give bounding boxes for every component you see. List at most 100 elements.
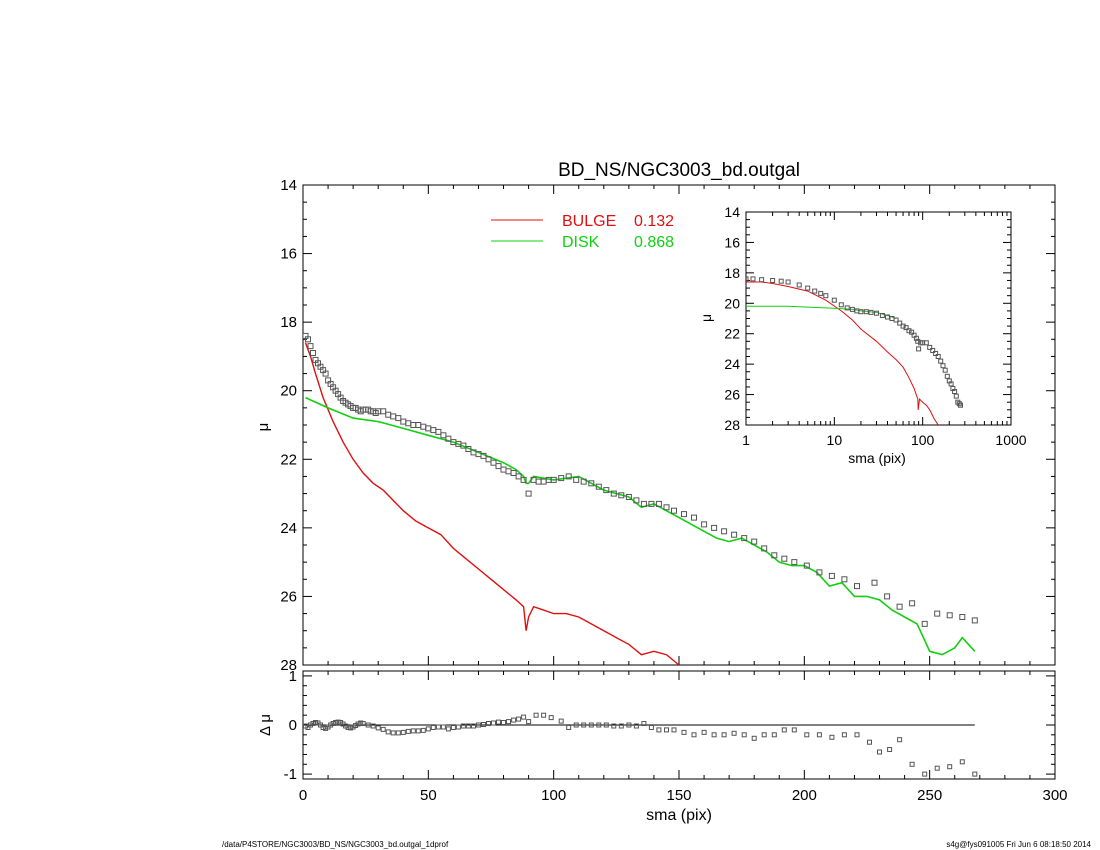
main-data-point (305, 336, 311, 343)
main-data-point (395, 415, 402, 422)
inset-data-point (948, 381, 954, 387)
residual-data-point (751, 735, 757, 741)
inset-panel: 1 10 100 1000 14 16 18 20 22 24 26 28 μ sma (pix) (698, 204, 1027, 487)
residual-data-point (415, 728, 421, 734)
inset-series-bulge-line (746, 281, 939, 425)
residual-data-point (721, 732, 727, 738)
residual-data-point (385, 729, 391, 735)
inset-data-point (953, 393, 959, 399)
main-data-point (550, 476, 557, 483)
inset-xlabel: sma (pix) (848, 450, 906, 466)
residual-data-point (390, 730, 396, 736)
main-data-point (816, 569, 823, 576)
main-data-point (460, 442, 467, 449)
residual-ytick-label: 1 (289, 668, 297, 685)
residual-data-point (481, 722, 486, 727)
legend-bulge-label: BULGE (562, 213, 616, 230)
main-data-point (959, 614, 966, 620)
inset-ylabel: μ (698, 314, 714, 322)
inset-data-point (897, 320, 903, 326)
inset-data-point (844, 305, 850, 311)
main-data-point (610, 490, 617, 497)
residual-data-point (781, 727, 787, 733)
main-data-point (701, 521, 708, 528)
main-data-point (921, 620, 928, 627)
inset-data-point (958, 402, 963, 408)
residual-data-point (691, 732, 697, 738)
residual-data-point (476, 722, 481, 728)
main-data-point (946, 612, 953, 619)
main-ytick-label: 26 (280, 588, 297, 605)
main-data-point (390, 413, 397, 420)
main-data-point (415, 422, 422, 428)
main-data-point (510, 470, 517, 476)
main-data-point (588, 480, 595, 487)
inset-data-point (778, 278, 784, 284)
residual-data-point (365, 722, 371, 728)
legend-disk-label: DISK (562, 234, 600, 251)
inset-data-point (935, 354, 941, 359)
residual-data-point (656, 727, 662, 733)
main-ytick-label: 20 (280, 383, 297, 400)
residual-data-point (596, 722, 602, 728)
main-data-point (803, 562, 810, 569)
residual-data-point (972, 771, 978, 777)
main-ytick-label: 16 (280, 246, 297, 263)
inset-data-point (893, 317, 899, 323)
residual-data-point (506, 719, 511, 725)
main-data-point (691, 514, 697, 521)
legend-disk-value: 0.868 (634, 234, 674, 251)
inset-data-point (750, 276, 756, 282)
main-data-point (405, 420, 412, 427)
main-data-point (380, 408, 387, 415)
residual-xtick-label: 250 (917, 787, 942, 804)
residual-data-point (741, 732, 747, 738)
residual-data-point (430, 725, 436, 730)
residual-data-point (947, 764, 953, 770)
inset-ytick-label: 24 (724, 356, 740, 372)
main-data-point (655, 500, 662, 507)
inset-data-point (930, 348, 936, 353)
main-data-point (603, 487, 610, 494)
residual-data-point (804, 732, 810, 738)
main-data-point (721, 528, 728, 535)
inset-data-point (868, 309, 874, 315)
inset-xtick-label: 1 (742, 432, 750, 448)
residual-data-point (566, 725, 572, 730)
residual-data-point (618, 723, 624, 729)
residual-data-point (360, 721, 366, 726)
main-data-point (540, 478, 547, 485)
residual-data-point (588, 722, 594, 728)
residual-data-point (400, 729, 406, 735)
main-data-point (841, 576, 848, 583)
residual-data-point (922, 771, 928, 777)
residual-data-point (370, 723, 376, 729)
residual-data-point (455, 724, 461, 730)
main-data-point (485, 456, 492, 463)
residual-data-point (761, 732, 767, 738)
inset-data-point (746, 276, 749, 282)
main-data-point (495, 463, 502, 470)
residual-data-point (526, 719, 532, 725)
residual-data-point (533, 712, 539, 718)
main-ytick-label: 22 (280, 451, 297, 468)
main-data-point (445, 435, 452, 442)
inset-xtick-label: 1000 (995, 432, 1026, 448)
main-data-point (515, 473, 522, 480)
residual-data-point (816, 732, 822, 738)
residual-data-point (450, 725, 456, 730)
residual-data-point (633, 723, 639, 729)
inset-ytick-label: 26 (724, 387, 740, 403)
inset-data-point (863, 309, 869, 315)
main-data-point (310, 350, 316, 356)
main-data-point (625, 494, 632, 500)
inset-data-point (913, 335, 919, 341)
inset-data-point (923, 340, 929, 346)
main-data-point (385, 411, 392, 418)
main-data-point (410, 422, 417, 428)
inset-data-point (838, 302, 844, 308)
residual-data-point (829, 734, 835, 740)
residual-data-point (581, 722, 587, 728)
